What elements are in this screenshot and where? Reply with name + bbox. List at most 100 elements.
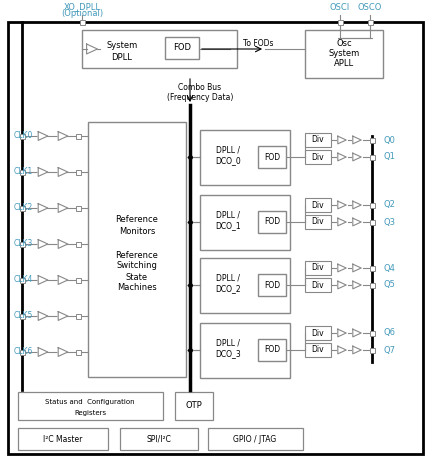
Text: Q6: Q6 xyxy=(384,328,396,338)
Text: System: System xyxy=(106,41,138,50)
Polygon shape xyxy=(353,264,361,272)
Polygon shape xyxy=(353,153,361,161)
Bar xyxy=(305,343,331,357)
Bar xyxy=(19,313,25,318)
Bar xyxy=(200,195,290,250)
Polygon shape xyxy=(58,204,68,212)
Bar xyxy=(19,134,25,139)
Text: Q4: Q4 xyxy=(384,263,396,273)
Bar xyxy=(337,20,343,24)
Bar xyxy=(76,349,80,354)
Text: (Optional): (Optional) xyxy=(61,9,103,19)
Bar xyxy=(82,30,237,68)
Polygon shape xyxy=(38,240,48,248)
Bar xyxy=(18,428,108,450)
Text: FOD: FOD xyxy=(264,281,280,290)
Polygon shape xyxy=(338,136,346,144)
Polygon shape xyxy=(58,132,68,141)
Text: CLK3: CLK3 xyxy=(14,240,33,248)
Text: Reference: Reference xyxy=(116,250,159,260)
Text: CLK2: CLK2 xyxy=(14,204,33,212)
Text: Q2: Q2 xyxy=(384,200,396,210)
Text: CLK6: CLK6 xyxy=(14,347,33,356)
Bar xyxy=(175,392,213,420)
Text: CLK5: CLK5 xyxy=(14,311,33,320)
Polygon shape xyxy=(353,329,361,337)
Text: CLK1: CLK1 xyxy=(14,168,33,177)
Bar xyxy=(76,134,80,139)
Polygon shape xyxy=(38,276,48,284)
Text: OSCI: OSCI xyxy=(330,2,350,12)
Bar xyxy=(19,349,25,354)
Polygon shape xyxy=(338,281,346,289)
Bar xyxy=(305,215,331,229)
Polygon shape xyxy=(353,346,361,354)
Text: Div: Div xyxy=(311,263,324,273)
Bar xyxy=(19,205,25,211)
Text: DPLL: DPLL xyxy=(111,52,133,62)
Text: CLK0: CLK0 xyxy=(14,132,33,141)
Polygon shape xyxy=(58,347,68,356)
Text: Div: Div xyxy=(311,135,324,144)
Text: (Frequency Data): (Frequency Data) xyxy=(167,92,233,101)
Text: Registers: Registers xyxy=(74,410,106,416)
Bar xyxy=(369,219,375,225)
Bar xyxy=(258,339,286,361)
Text: DCO_2: DCO_2 xyxy=(215,284,241,293)
Bar xyxy=(369,347,375,353)
Polygon shape xyxy=(353,136,361,144)
Bar xyxy=(258,274,286,296)
Bar xyxy=(19,170,25,175)
Text: DPLL /: DPLL / xyxy=(216,211,240,219)
Bar xyxy=(305,278,331,292)
Bar xyxy=(120,428,198,450)
Text: FOD: FOD xyxy=(173,43,191,52)
Polygon shape xyxy=(38,347,48,356)
Text: DCO_1: DCO_1 xyxy=(215,221,241,231)
Text: DPLL /: DPLL / xyxy=(216,339,240,347)
Text: GPIO / JTAG: GPIO / JTAG xyxy=(233,434,276,444)
Text: DPLL /: DPLL / xyxy=(216,146,240,155)
Text: Div: Div xyxy=(311,153,324,162)
Bar xyxy=(369,203,375,207)
Text: DCO_0: DCO_0 xyxy=(215,156,241,165)
Polygon shape xyxy=(338,201,346,209)
Text: Status and  Configuration: Status and Configuration xyxy=(45,399,135,405)
Text: APLL: APLL xyxy=(334,59,354,69)
Polygon shape xyxy=(338,218,346,226)
Bar xyxy=(76,170,80,175)
Bar xyxy=(305,326,331,340)
Bar xyxy=(19,277,25,283)
Polygon shape xyxy=(38,204,48,212)
Bar xyxy=(258,146,286,168)
Polygon shape xyxy=(353,201,361,209)
Text: OTP: OTP xyxy=(186,402,202,410)
Bar xyxy=(369,155,375,160)
Text: DPLL /: DPLL / xyxy=(216,274,240,283)
Text: OSCO: OSCO xyxy=(358,2,382,12)
Bar xyxy=(200,258,290,313)
Bar xyxy=(305,198,331,212)
Polygon shape xyxy=(38,168,48,177)
Bar xyxy=(76,313,80,318)
Text: Q5: Q5 xyxy=(384,281,396,290)
Polygon shape xyxy=(58,276,68,284)
Polygon shape xyxy=(338,329,346,337)
Bar xyxy=(305,150,331,164)
Text: CLK4: CLK4 xyxy=(14,276,33,284)
Polygon shape xyxy=(353,281,361,289)
Polygon shape xyxy=(58,168,68,177)
Text: Q1: Q1 xyxy=(384,153,396,162)
Polygon shape xyxy=(338,264,346,272)
Bar xyxy=(79,20,85,24)
Bar xyxy=(19,241,25,247)
Text: FOD: FOD xyxy=(264,218,280,226)
Bar xyxy=(258,211,286,233)
Text: Q0: Q0 xyxy=(384,135,396,144)
Text: Switching: Switching xyxy=(117,262,157,270)
Text: Machines: Machines xyxy=(117,283,157,292)
Text: Osc: Osc xyxy=(336,40,352,49)
Text: System: System xyxy=(328,50,359,58)
Bar xyxy=(305,133,331,147)
Text: Combo Bus: Combo Bus xyxy=(178,84,222,92)
